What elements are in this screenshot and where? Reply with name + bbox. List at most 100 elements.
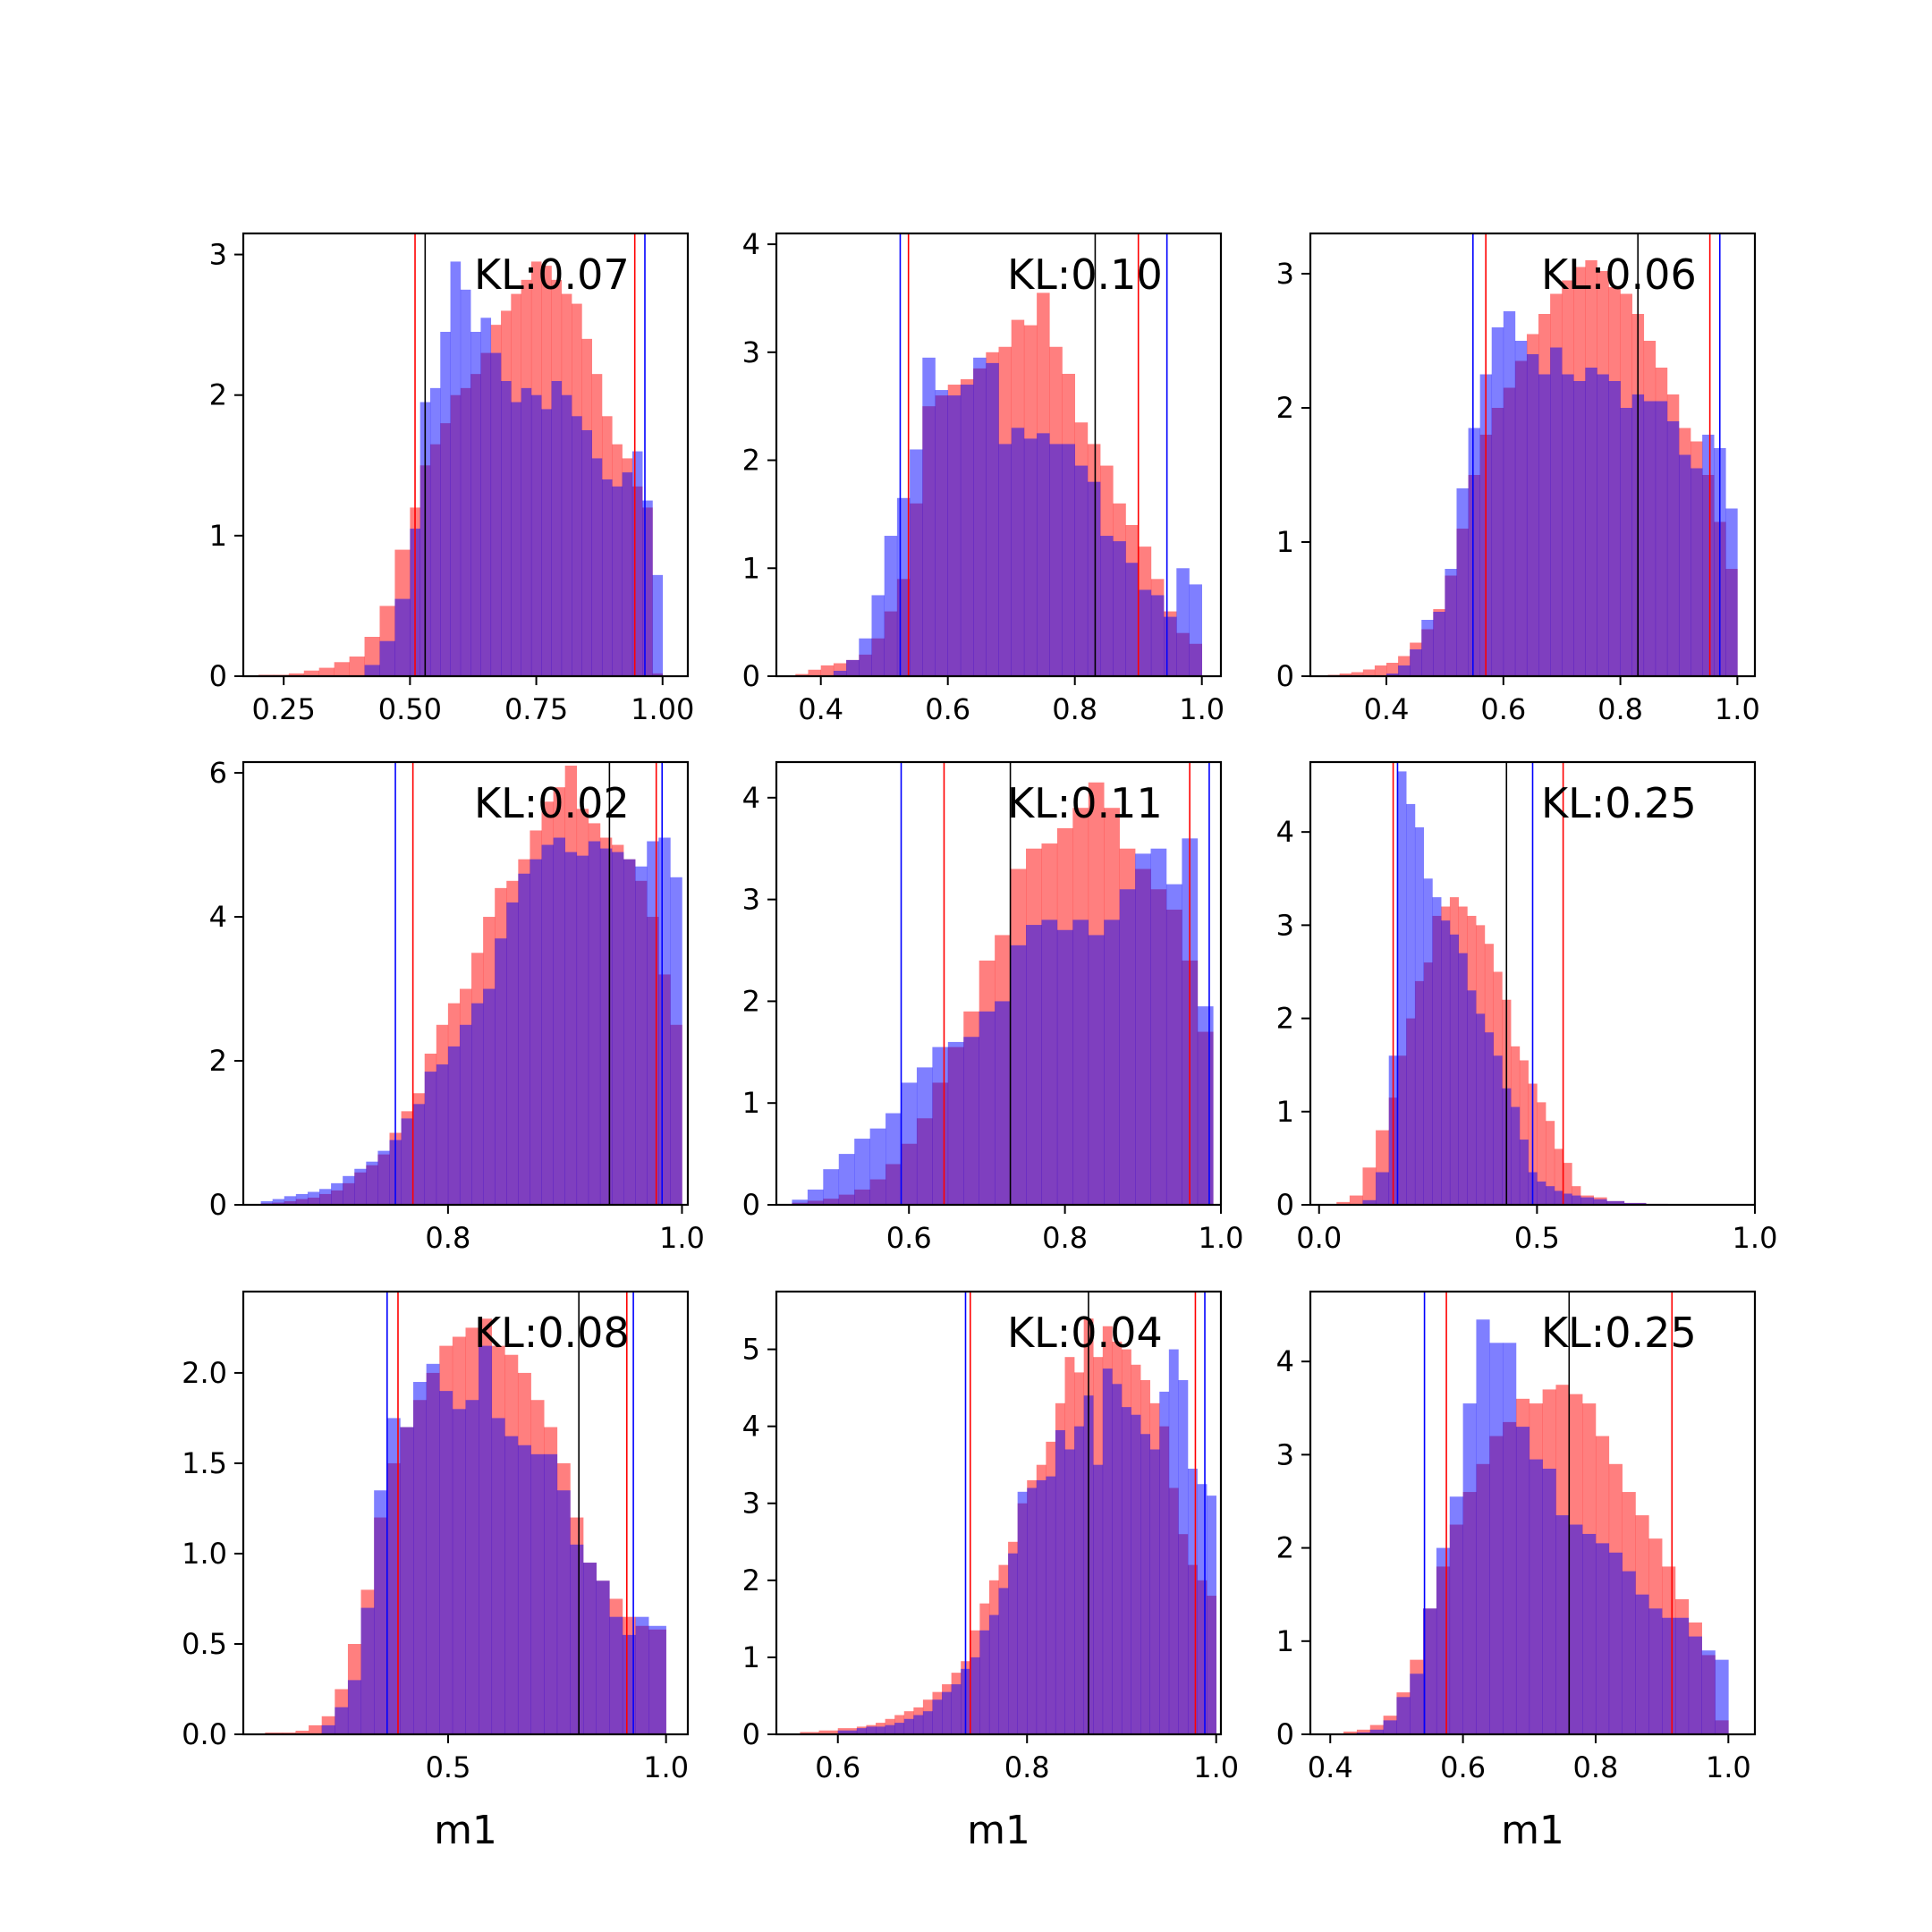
y-tick-label: 3 [1276,1437,1294,1471]
y-tick-label: 1 [1276,1624,1294,1658]
histogram-bar [1362,1199,1377,1205]
panel-3: 0.4 0.6 0.8 1.0 0 1 2 3 KL:0.06 [1276,232,1760,726]
x-tick-label: 0.8 [1597,692,1643,726]
histogram-bar [601,479,613,676]
plot-area [792,762,1214,1205]
histogram-bar [823,1169,840,1205]
histogram-bar [1189,584,1202,676]
histogram-bar [1449,1496,1463,1734]
histogram-bar [581,430,592,676]
histogram-bar [436,1064,449,1205]
histogram-bar [1537,1102,1546,1205]
series-blue-histogram [1356,1319,1729,1734]
histogram-bar [374,1490,388,1734]
histogram-bar [1423,1608,1437,1734]
histogram-bar [979,1011,996,1205]
x-tick-label: 1.00 [631,692,694,726]
panel-7: 0.5 1.0 0.0 0.5 1.0 1.5 2.0 KL:0.08 m1 [182,1290,690,1853]
histogram-bar [379,640,395,676]
y-tick-label: 3 [1276,257,1294,291]
histogram-bar [1585,368,1597,676]
histogram-bar [792,1199,809,1205]
kl-annotation: KL:0.25 [1541,779,1697,827]
histogram-bar [871,595,885,676]
histogram-bar [916,1067,933,1205]
histogram-bar [1164,616,1177,676]
histogram-bar [1406,803,1416,1205]
histogram-bar [295,1193,309,1205]
histogram-bar [833,670,847,676]
histogram-bar [1423,878,1433,1205]
histogram-bar [517,1445,531,1734]
y-tick-label: 3 [209,238,227,272]
histogram-bar [1514,341,1528,676]
histogram-bar [1648,1608,1663,1734]
histogram-bar [321,1724,335,1734]
histogram-bar [386,1418,401,1734]
histogram-bar [913,1715,924,1734]
histogram-bar [556,1490,571,1734]
histogram-bar [998,444,1012,676]
panel-9: 0.4 0.6 0.8 1.0 0 1 2 3 4 KL:0.25 m1 [1276,1290,1757,1853]
histogram-bar [561,394,572,676]
histogram-bar [1515,1427,1530,1734]
y-tick-label: 2 [1276,391,1294,425]
histogram-bar [642,500,653,676]
axes-frame [1309,232,1757,678]
histogram-bar [1597,374,1609,676]
histogram-bar [1702,435,1715,676]
histogram-bar [838,1154,855,1205]
histogram-bar [1554,1148,1563,1205]
histogram-bar [820,665,835,676]
y-tick-label: 3 [742,335,760,369]
histogram-bar [1620,408,1632,676]
histogram-bar [903,1718,914,1734]
axes-frame [775,1290,1223,1736]
x-tick-label: 0.4 [1308,1750,1353,1784]
histogram-bar [480,318,492,676]
histogram-bar [1436,1547,1451,1734]
histogram-bar [1493,1055,1503,1205]
histogram-bar [1484,1032,1494,1205]
x-tick-label: 1.0 [1179,692,1224,726]
histogram-bar [541,409,552,676]
histogram-bar [1046,1476,1056,1734]
y-tick-label: 1.0 [182,1537,227,1571]
histogram-bar [530,859,542,1205]
histogram-bar [288,673,305,676]
histogram-bar [648,1625,666,1734]
histogram-bar [490,352,502,676]
histogram-bar [818,1730,839,1734]
histogram-bar [583,1563,597,1734]
histogram-bar [1041,919,1058,1205]
histogram-bar [622,1634,636,1734]
histogram-bar [1643,401,1657,676]
histogram-bar [541,844,554,1205]
histogram-bar [307,1191,320,1205]
y-tick-label: 2 [742,984,760,1018]
axes-frame [242,760,690,1207]
histogram-bar [1113,541,1126,676]
histogram-bar [401,1118,413,1205]
histogram-bar [1555,1515,1570,1734]
histogram-bar [1339,674,1352,676]
histogram-bar [1526,354,1539,676]
plot-area [1330,1292,1729,1734]
histogram-bar [846,659,860,676]
y-tick-label: 2 [742,444,760,478]
histogram-bar [426,1363,440,1734]
histogram-bar [942,1691,952,1734]
y-tick-label: 0.0 [182,1717,227,1751]
axes-frame [1309,760,1757,1207]
y-tick-label: 2.0 [182,1356,227,1390]
histogram-bar [495,938,507,1205]
y-tick-label: 1.5 [182,1446,227,1480]
histogram-bar [521,387,532,676]
histogram-bar [1563,1163,1572,1205]
histogram-bar [553,837,565,1205]
x-tick-label: 0.5 [1514,1221,1560,1255]
histogram-bar [652,574,664,676]
y-tick-label: 0 [1276,1188,1294,1222]
histogram-bar [1398,665,1411,676]
kl-annotation: KL:0.02 [474,779,630,827]
